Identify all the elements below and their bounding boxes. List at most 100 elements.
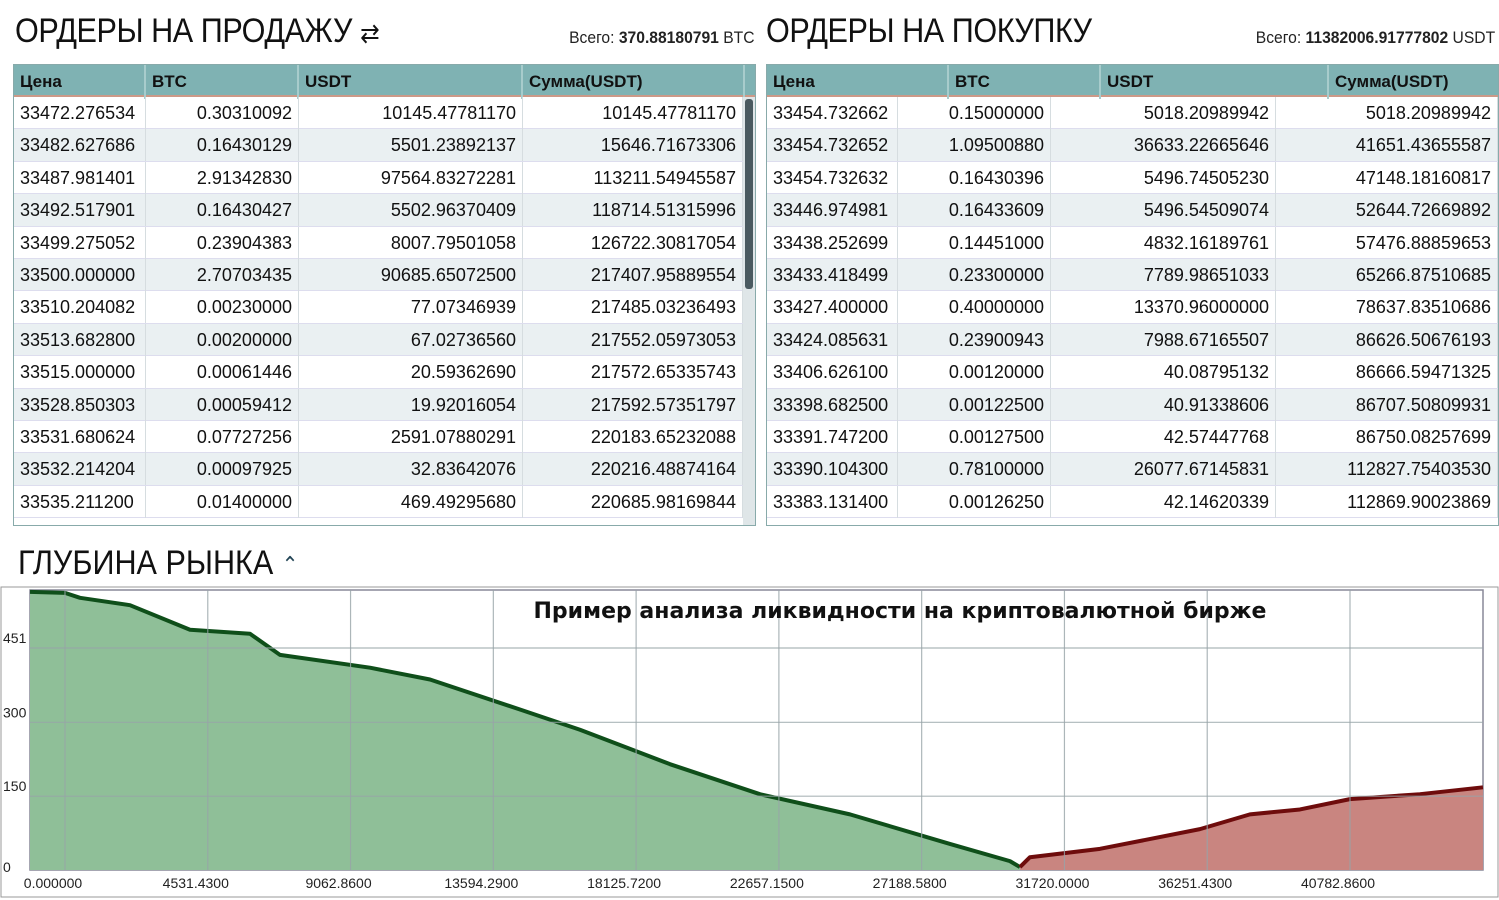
cell-btc: 0.01400000 bbox=[146, 485, 299, 518]
cell-price: 33528.850303 bbox=[14, 388, 146, 421]
cell-usdt: 32.83642076 bbox=[299, 453, 523, 486]
cell-btc: 0.00200000 bbox=[146, 323, 299, 356]
col-sum[interactable]: Сумма(USDT) bbox=[1329, 65, 1498, 99]
scrollbar[interactable] bbox=[743, 97, 755, 525]
cell-sum: 217407.95889554 bbox=[523, 258, 743, 291]
cell-usdt: 19.92016054 bbox=[299, 388, 523, 421]
table-header: Цена BTC USDT Сумма(USDT) bbox=[767, 65, 1498, 99]
table-row[interactable]: 33438.252699 0.14451000 4832.16189761 57476… bbox=[767, 226, 1498, 259]
table-row[interactable]: 33500.000000 2.70703435 90685.65072500 2174… bbox=[14, 258, 755, 292]
cell-price: 33438.252699 bbox=[767, 226, 898, 259]
table-row[interactable]: 33454.732632 0.16430396 5496.74505230 47148… bbox=[767, 161, 1498, 195]
cell-usdt: 42.14620339 bbox=[1051, 485, 1276, 518]
table-row[interactable]: 33398.682500 0.00122500 40.91338606 86707.5… bbox=[767, 388, 1498, 421]
col-usdt[interactable]: USDT bbox=[1101, 65, 1329, 99]
cell-price: 33487.981401 bbox=[14, 161, 146, 194]
sell-orders-title: ОРДЕРЫ НА ПРОДАЖУ ⇄ bbox=[15, 12, 380, 50]
table-row[interactable]: 33535.211200 0.01400000 469.49295680 220685… bbox=[14, 485, 755, 519]
cell-price: 33390.104300 bbox=[767, 453, 898, 486]
cell-btc: 0.23900943 bbox=[898, 323, 1051, 356]
table-row[interactable]: 33391.747200 0.00127500 42.57447768 86750.0… bbox=[767, 420, 1498, 454]
cell-sum: 217592.57351797 bbox=[523, 388, 743, 421]
table-row[interactable]: 33427.400000 0.40000000 13370.96000000 7863… bbox=[767, 291, 1498, 324]
table-row[interactable]: 33446.974981 0.16433609 5496.54509074 52644… bbox=[767, 194, 1498, 227]
table-row[interactable]: 33482.627686 0.16430129 5501.23892137 15646… bbox=[14, 129, 755, 162]
cell-usdt: 7789.98651033 bbox=[1051, 258, 1276, 291]
cell-btc: 0.16430427 bbox=[146, 194, 299, 227]
cell-usdt: 5018.20989942 bbox=[1051, 97, 1276, 129]
table-row[interactable]: 33383.131400 0.00126250 42.14620339 112869.… bbox=[767, 485, 1498, 519]
cell-btc: 0.00122500 bbox=[898, 388, 1051, 421]
cell-price: 33454.732662 bbox=[767, 97, 898, 129]
cell-btc: 2.91342830 bbox=[146, 161, 299, 194]
table-row[interactable]: 33454.732652 1.09500880 36633.22665646 4165… bbox=[767, 129, 1498, 162]
cell-sum: 113211.54945587 bbox=[523, 161, 743, 194]
cell-price: 33492.517901 bbox=[14, 194, 146, 227]
cell-btc: 0.30310092 bbox=[146, 97, 299, 129]
table-row[interactable]: 33528.850303 0.00059412 19.92016054 217592.… bbox=[14, 388, 755, 421]
cell-sum: 217485.03236493 bbox=[523, 291, 743, 324]
market-depth-title: ГЛУБИНА РЫНКА ⌃ bbox=[18, 544, 299, 582]
y-tick-label: 0 bbox=[3, 859, 11, 875]
cell-usdt: 90685.65072500 bbox=[299, 258, 523, 291]
cell-usdt: 5496.74505230 bbox=[1051, 161, 1276, 194]
cell-usdt: 13370.96000000 bbox=[1051, 291, 1276, 324]
col-btc[interactable]: BTC bbox=[146, 65, 299, 99]
cell-usdt: 97564.83272281 bbox=[299, 161, 523, 194]
chevron-up-icon[interactable]: ⌃ bbox=[281, 552, 299, 578]
cell-sum: 126722.30817054 bbox=[523, 226, 743, 259]
cell-usdt: 10145.47781170 bbox=[299, 97, 523, 129]
cell-price: 33535.211200 bbox=[14, 485, 146, 518]
bids-line bbox=[29, 589, 1021, 869]
cell-btc: 2.70703435 bbox=[146, 258, 299, 291]
cell-btc: 0.16430129 bbox=[146, 129, 299, 162]
swap-icon[interactable]: ⇄ bbox=[360, 18, 380, 48]
cell-usdt: 20.59362690 bbox=[299, 356, 523, 389]
col-sum[interactable]: Сумма(USDT) bbox=[523, 65, 745, 99]
cell-price: 33499.275052 bbox=[14, 226, 146, 259]
cell-price: 33433.418499 bbox=[767, 258, 898, 291]
cell-price: 33398.682500 bbox=[767, 388, 898, 421]
table-header: Цена BTC USDT Сумма(USDT) bbox=[14, 65, 755, 99]
table-row[interactable]: 33499.275052 0.23904383 8007.79501058 12672… bbox=[14, 226, 755, 259]
cell-btc: 0.78100000 bbox=[898, 453, 1051, 486]
table-row[interactable]: 33531.680624 0.07727256 2591.07880291 22018… bbox=[14, 420, 755, 454]
table-row[interactable]: 33487.981401 2.91342830 97564.83272281 1132… bbox=[14, 161, 755, 195]
scrollbar-thumb[interactable] bbox=[745, 99, 753, 289]
cell-price: 33424.085631 bbox=[767, 323, 898, 356]
cell-price: 33500.000000 bbox=[14, 258, 146, 291]
table-row[interactable]: 33472.276534 0.30310092 10145.47781170 1014… bbox=[14, 97, 755, 130]
table-row[interactable]: 33390.104300 0.78100000 26077.67145831 1128… bbox=[767, 453, 1498, 486]
y-tick-label: 451 bbox=[3, 630, 27, 646]
x-tick-label: 4531.4300 bbox=[163, 875, 229, 891]
cell-sum: 86626.50676193 bbox=[1276, 323, 1498, 356]
cell-price: 33383.131400 bbox=[767, 485, 898, 518]
cell-sum: 5018.20989942 bbox=[1276, 97, 1498, 129]
cell-btc: 0.40000000 bbox=[898, 291, 1051, 324]
table-row[interactable]: 33510.204082 0.00230000 77.07346939 217485.… bbox=[14, 291, 755, 324]
cell-usdt: 5502.96370409 bbox=[299, 194, 523, 227]
cell-sum: 217552.05973053 bbox=[523, 323, 743, 356]
col-usdt[interactable]: USDT bbox=[299, 65, 523, 99]
cell-price: 33391.747200 bbox=[767, 420, 898, 453]
y-tick-label: 150 bbox=[3, 778, 27, 794]
table-row[interactable]: 33406.626100 0.00120000 40.08795132 86666.5… bbox=[767, 356, 1498, 389]
cell-usdt: 42.57447768 bbox=[1051, 420, 1276, 453]
table-row[interactable]: 33513.682800 0.00200000 67.02736560 217552.… bbox=[14, 323, 755, 357]
col-price[interactable]: Цена bbox=[14, 65, 146, 99]
table-row[interactable]: 33515.000000 0.00061446 20.59362690 217572.… bbox=[14, 356, 755, 389]
table-row[interactable]: 33454.732662 0.15000000 5018.20989942 5018.… bbox=[767, 97, 1498, 130]
table-row[interactable]: 33433.418499 0.23300000 7789.98651033 65266… bbox=[767, 258, 1498, 292]
cell-sum: 220685.98169844 bbox=[523, 485, 743, 518]
cell-usdt: 40.91338606 bbox=[1051, 388, 1276, 421]
table-row[interactable]: 33492.517901 0.16430427 5502.96370409 11871… bbox=[14, 194, 755, 227]
table-row[interactable]: 33424.085631 0.23900943 7988.67165507 86626… bbox=[767, 323, 1498, 357]
cell-sum: 41651.43655587 bbox=[1276, 129, 1498, 162]
table-row[interactable]: 33532.214204 0.00097925 32.83642076 220216.… bbox=[14, 453, 755, 486]
x-tick-label: 13594.2900 bbox=[444, 875, 518, 891]
col-btc[interactable]: BTC bbox=[949, 65, 1101, 99]
sell-total: Всего: 370.88180791 BTC bbox=[569, 28, 755, 47]
cell-btc: 0.23904383 bbox=[146, 226, 299, 259]
col-price[interactable]: Цена bbox=[767, 65, 949, 99]
cell-sum: 217572.65335743 bbox=[523, 356, 743, 389]
